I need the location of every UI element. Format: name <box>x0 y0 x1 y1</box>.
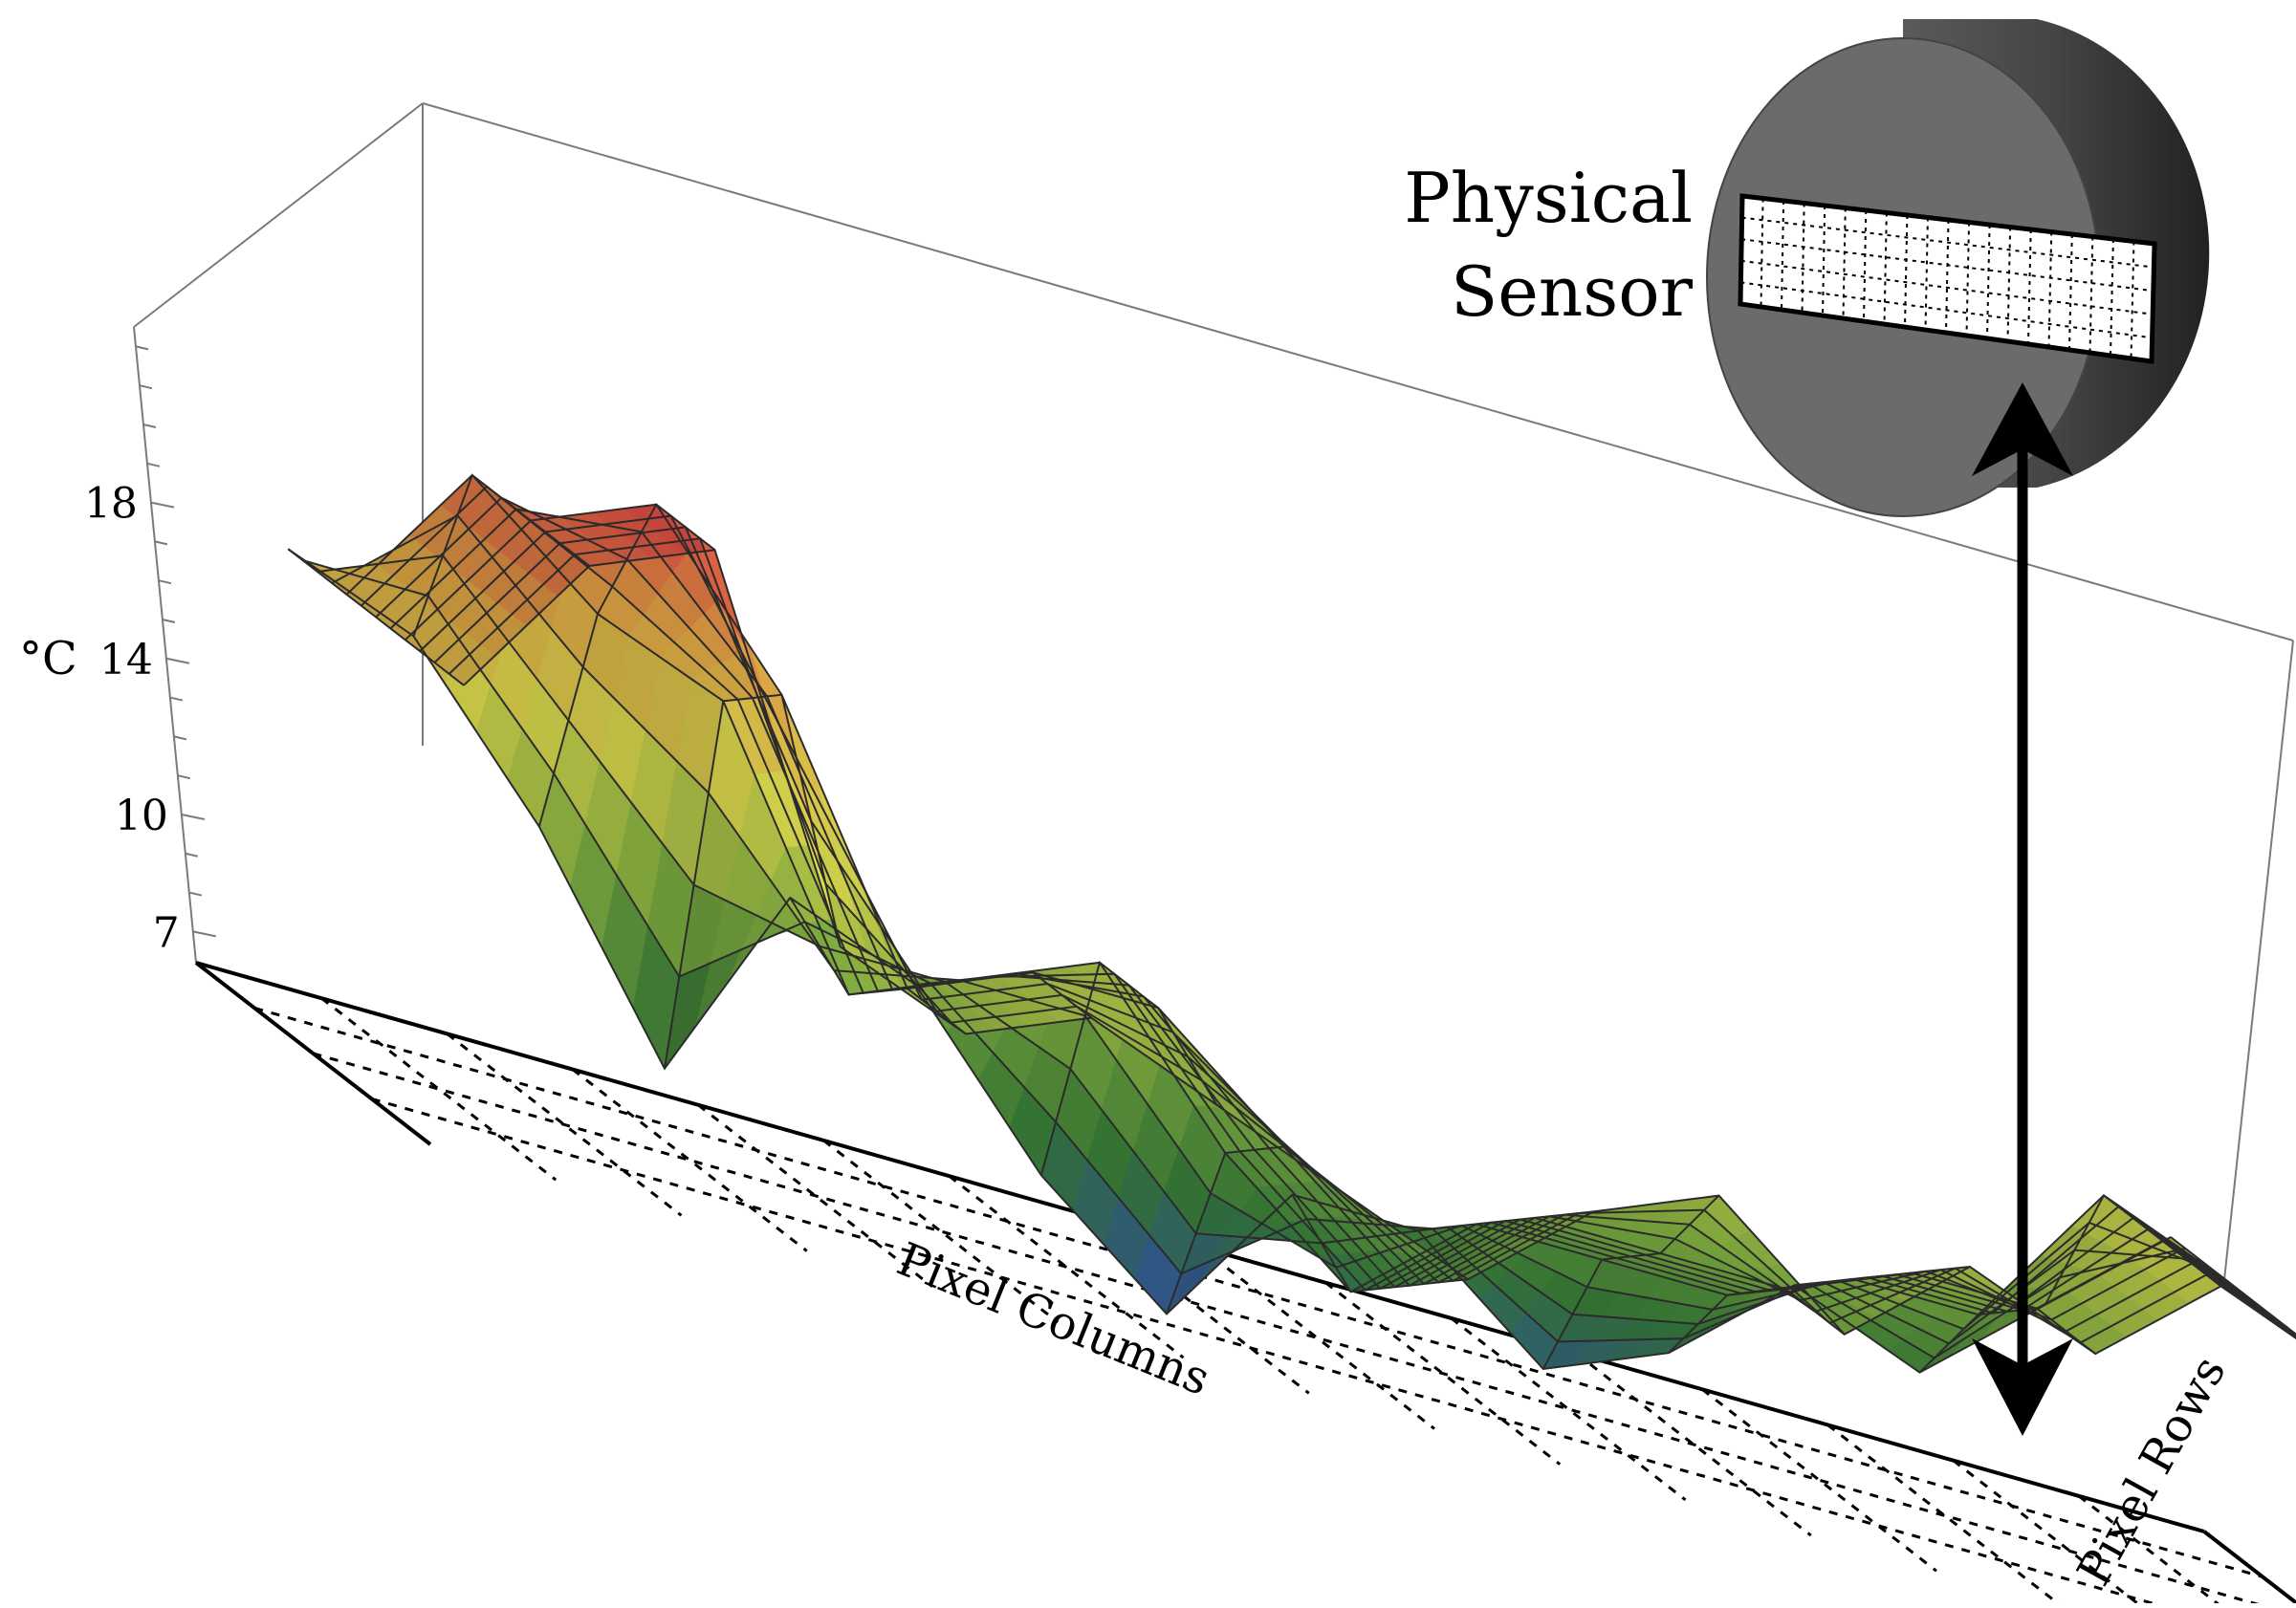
box-edge-right-vertical <box>2223 641 2293 1289</box>
z-axis-major-tick <box>193 931 216 936</box>
z-axis-major-tick <box>151 503 174 508</box>
z-axis-minor-tick <box>159 580 171 583</box>
z-axis-minor-tick <box>170 698 183 701</box>
z-axis-minor-tick <box>143 424 156 427</box>
z-tick-label: 10 <box>115 792 168 840</box>
z-tick-label: 14 <box>99 636 153 684</box>
z-axis: 7 10 14 18 <box>84 346 216 957</box>
z-tick-label: 7 <box>153 908 180 957</box>
z-axis-minor-tick <box>174 736 186 739</box>
temperature-surface <box>288 475 2296 1374</box>
z-axis-major-tick <box>166 659 189 663</box>
sensor-label-line2: Sensor <box>1451 251 1694 332</box>
z-axis-minor-tick <box>147 464 160 467</box>
z-axis-minor-tick <box>189 893 202 896</box>
z-axis-minor-tick <box>140 385 152 388</box>
z-axis-minor-tick <box>178 775 190 778</box>
z-tick-label: 18 <box>84 480 138 529</box>
z-axis-minor-tick <box>155 541 167 544</box>
z-axis-major-tick <box>182 815 205 819</box>
z-axis-label: °C <box>19 632 77 685</box>
box-edge-back-top-left <box>134 103 423 327</box>
z-axis-minor-tick <box>186 854 198 857</box>
sensor-label-line1: Physical <box>1404 158 1693 238</box>
z-axis-minor-tick <box>136 346 148 349</box>
z-axis-minor-tick <box>163 619 175 622</box>
